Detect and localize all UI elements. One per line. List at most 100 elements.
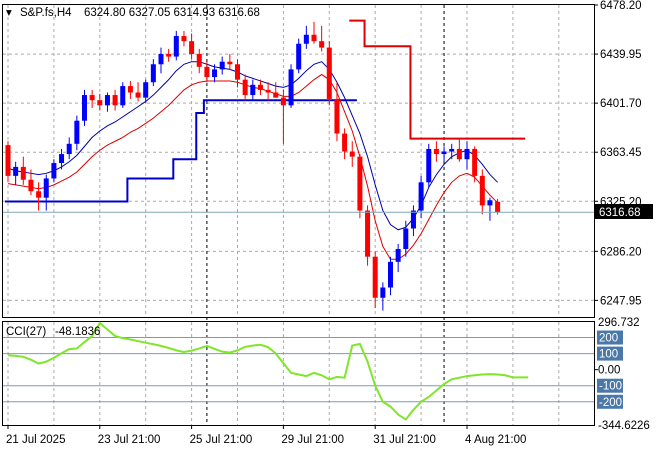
candle	[127, 80, 133, 99]
price-tick-label: 6363.45	[600, 147, 642, 159]
candle-body	[20, 166, 26, 180]
candle-body	[273, 92, 279, 98]
candle-body	[36, 191, 42, 198]
candle-body	[495, 201, 501, 213]
current-price-tag-bg	[595, 204, 653, 219]
cci-level-tag-bg	[597, 330, 623, 345]
candle	[28, 169, 34, 196]
x-tick-label: 25 Jul 21:00	[190, 434, 253, 446]
candle	[410, 205, 416, 237]
candle	[36, 182, 42, 211]
current-price-tag: 6316.68	[599, 207, 641, 219]
cci-level-tag-bg	[597, 346, 623, 361]
candle-body	[433, 148, 439, 155]
candle-body	[410, 210, 416, 229]
candle	[273, 82, 279, 98]
candle	[372, 251, 378, 309]
candle-body	[89, 95, 95, 101]
chart-header-arrow-icon: ▾	[6, 7, 12, 19]
candle-body	[334, 98, 340, 134]
candle-body	[380, 287, 386, 298]
candle-body	[365, 210, 371, 257]
candle-body	[426, 148, 432, 183]
candle-body	[212, 69, 218, 78]
candle	[365, 205, 371, 266]
ma-fast-line	[7, 61, 498, 231]
candle	[403, 220, 409, 257]
cci-marks	[7, 321, 529, 421]
candle-body	[135, 92, 141, 98]
candle-body	[66, 143, 72, 155]
candle-body	[441, 151, 447, 155]
candle	[242, 74, 248, 101]
candle-body	[143, 82, 149, 98]
cci-title: CCI(27)	[6, 326, 46, 338]
candle	[104, 92, 110, 112]
cci-line	[7, 321, 529, 421]
candle-body	[82, 95, 87, 121]
candle-body	[173, 36, 179, 57]
candle-body	[342, 133, 348, 152]
candle-body	[449, 148, 455, 152]
candle-body	[204, 66, 210, 78]
cci-level-tag: -100	[599, 381, 622, 393]
candle-body	[288, 69, 294, 106]
candle-body	[296, 43, 302, 70]
candle	[43, 174, 49, 211]
candle-body	[479, 175, 485, 206]
candle	[288, 64, 294, 108]
cci-level-tag-bg	[597, 394, 623, 409]
cci-grid	[3, 322, 594, 425]
x-tick-label: 29 Jul 21:00	[281, 434, 344, 446]
candle	[66, 137, 72, 160]
candle-body	[112, 95, 118, 106]
candle	[441, 146, 447, 162]
candle	[166, 48, 172, 62]
candle-body	[235, 64, 240, 80]
candle-body	[372, 256, 378, 298]
candle-body	[349, 151, 355, 157]
y-axis-labels: 6478.206439.956401.706363.456325.206286.…	[594, 0, 650, 432]
candle	[280, 89, 286, 144]
candle	[357, 154, 363, 219]
cci-level-tag-bg	[597, 378, 623, 393]
ma-slow-line	[7, 73, 498, 260]
candle	[487, 197, 493, 221]
candle-body	[395, 249, 401, 262]
candle-body	[127, 86, 133, 93]
candle-body	[158, 54, 164, 65]
candle-body	[326, 47, 332, 99]
candle	[173, 30, 179, 61]
candle	[380, 282, 386, 311]
candle	[433, 141, 439, 162]
price-tick-label: 6439.95	[600, 49, 642, 61]
candle	[326, 41, 332, 106]
candle-body	[150, 64, 156, 83]
candle	[212, 64, 218, 83]
cci-level-tag: -200	[599, 397, 622, 409]
candle-body	[456, 148, 462, 160]
candle	[311, 21, 317, 44]
cci-tick-label: -344.6226	[598, 420, 650, 432]
candle	[143, 79, 149, 103]
candle	[204, 61, 210, 83]
candle-body	[166, 54, 172, 57]
chart-marks	[3, 19, 594, 311]
candle-body	[418, 182, 424, 211]
candle-body	[280, 97, 286, 106]
candle	[74, 115, 80, 151]
x-axis-labels: 21 Jul 2025 23 Jul 21:00 25 Jul 21:00 29 Ju…	[6, 425, 526, 446]
candle-body	[227, 61, 233, 65]
candle	[257, 79, 263, 96]
candle-body	[181, 36, 187, 42]
candle	[189, 33, 195, 60]
candle	[334, 82, 340, 142]
support-line	[5, 99, 357, 203]
candle	[342, 128, 348, 160]
candle	[13, 161, 19, 185]
cci-tick-label: 296.732	[598, 317, 640, 329]
candle-body	[219, 61, 225, 70]
candle-body	[319, 41, 325, 48]
candle	[219, 56, 225, 75]
